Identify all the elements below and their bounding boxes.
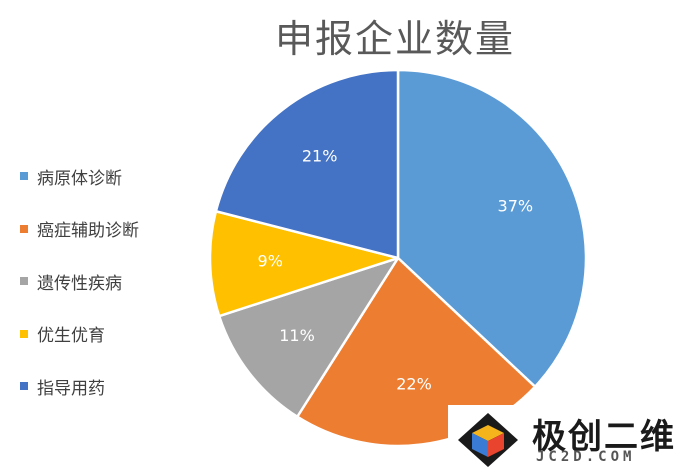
pie-labels: 37% 22% 11% 9% 21% (258, 146, 534, 393)
legend-label: 指导用药 (37, 378, 105, 399)
legend-item: 优生优育 (20, 308, 139, 361)
legend-label: 遗传性疾病 (37, 273, 122, 294)
legend-swatch (20, 224, 28, 233)
watermark-brand: 极创二维 (532, 417, 676, 457)
pie-slice-label: 37% (498, 197, 534, 216)
pie-slice-遗传性疾病 (217, 256, 400, 418)
legend-swatch (20, 382, 28, 391)
cube-logo-icon (458, 413, 518, 467)
chart-title: 申报企业数量 (274, 17, 515, 61)
legend-swatch (20, 172, 28, 181)
pie-slice-优生优育 (208, 209, 400, 318)
legend-label: 病原体诊断 (37, 168, 122, 189)
legend-label: 癌症辅助诊断 (37, 221, 139, 242)
pie-slices (208, 68, 588, 448)
legend-item: 病原体诊断 (20, 150, 139, 203)
legend-item: 遗传性疾病 (20, 255, 139, 308)
pie-slice-label: 9% (258, 252, 283, 271)
legend: 病原体诊断 癌症辅助诊断 遗传性疾病 优生优育 指导用药 (20, 150, 139, 413)
pie-slice-label: 11% (279, 326, 315, 345)
watermark: 极创二维 JC2D.COM (448, 405, 695, 474)
watermark-domain: JC2D.COM (536, 449, 636, 465)
pie-slice-label: 21% (302, 146, 338, 165)
legend-swatch (20, 277, 28, 286)
legend-item: 指导用药 (20, 360, 139, 413)
pie-slice-病原体诊断 (396, 68, 588, 388)
legend-label: 优生优育 (37, 326, 105, 347)
legend-item: 癌症辅助诊断 (20, 203, 139, 256)
pie-slice-label: 22% (396, 374, 432, 393)
legend-swatch (20, 329, 28, 338)
pie-slice-指导用药 (214, 68, 400, 260)
